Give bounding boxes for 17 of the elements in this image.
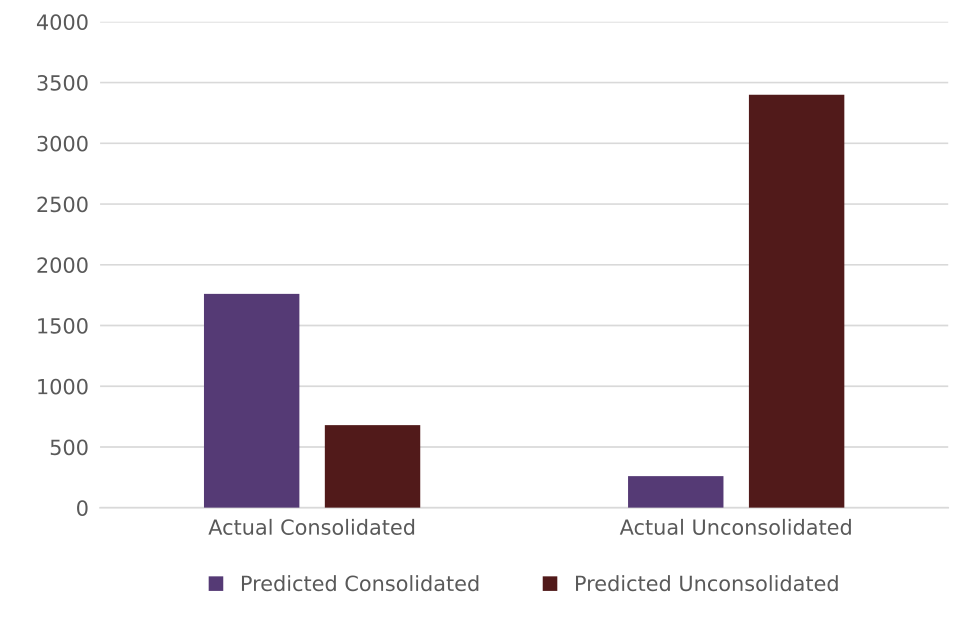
y-tick-label: 1000 (38, 378, 88, 394)
bar (324, 425, 420, 508)
legend-label: Predicted Unconsolidated (576, 575, 838, 592)
y-tick-label: 500 (50, 439, 88, 456)
y-tick-label: 1500 (38, 318, 88, 334)
x-tick-label: Actual Consolidated (208, 518, 414, 535)
bar (204, 294, 300, 508)
y-tick-label: 2500 (37, 196, 88, 212)
y-tick-label: 3000 (38, 136, 88, 152)
y-tick-label: 0 (77, 500, 88, 516)
y-tick-label: 3500 (38, 75, 88, 91)
y-tick-label: 4000 (36, 14, 88, 30)
bar (748, 94, 844, 508)
x-tick-label: Actual Unconsolidated (620, 518, 851, 535)
legend-label: Predicted Consolidated (242, 575, 478, 592)
y-tick-label: 2000 (37, 257, 88, 273)
bar (628, 476, 724, 508)
